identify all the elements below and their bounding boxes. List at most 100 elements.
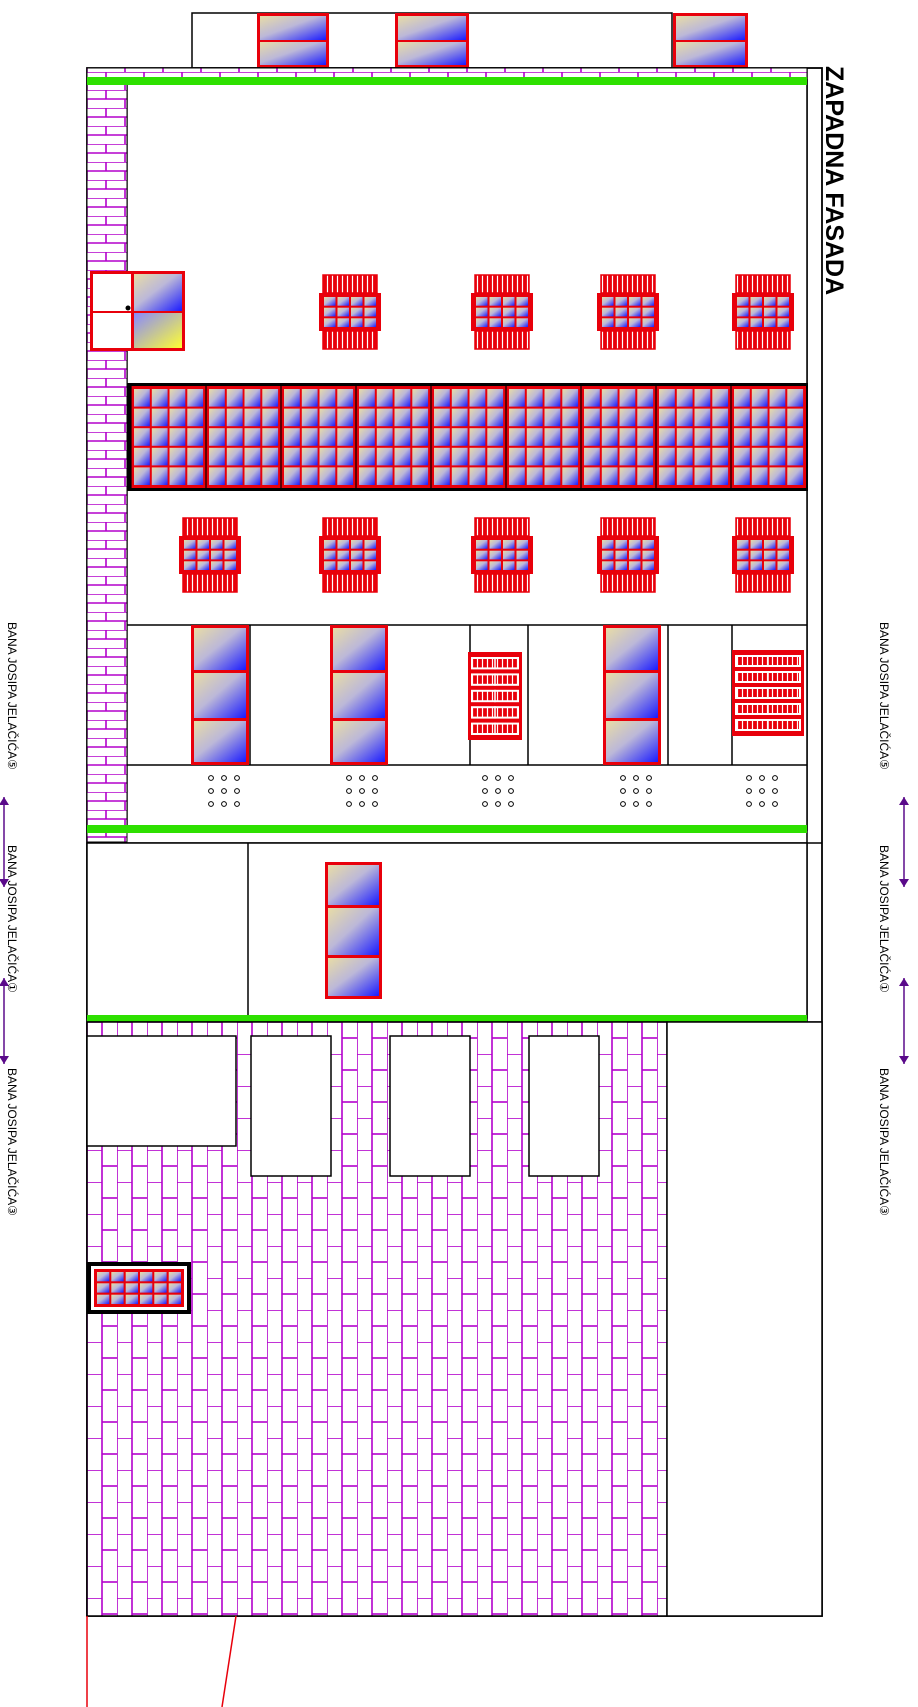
- green-ledge-lower: [87, 1015, 807, 1023]
- window-pane: [584, 428, 600, 446]
- tall-windows: [191, 625, 661, 765]
- window-pane: [712, 467, 729, 485]
- window-pane: [187, 408, 204, 427]
- window-pane: [562, 467, 579, 485]
- window-pane: [151, 389, 168, 407]
- window-pane: [244, 428, 261, 446]
- window-pane: [487, 467, 504, 485]
- entrance-door: [90, 271, 185, 351]
- window-pane: [619, 389, 636, 407]
- window-pane: [694, 467, 711, 485]
- window-pane: [509, 467, 525, 485]
- window-pane: [412, 447, 429, 466]
- window-pane: [262, 467, 279, 485]
- window-pane: [769, 467, 786, 485]
- window-pane: [712, 408, 729, 427]
- window-pane: [262, 389, 279, 407]
- window-pane: [544, 408, 561, 427]
- page-title: ZAPADNA FASADA: [820, 66, 848, 295]
- window-pane: [769, 389, 786, 407]
- window-pane: [734, 389, 750, 407]
- window-pane: [584, 447, 600, 466]
- window-pane: [301, 428, 318, 446]
- window-pane: [169, 428, 186, 446]
- window-pane: [659, 389, 675, 407]
- window-pane: [601, 389, 618, 407]
- window-pane: [584, 467, 600, 485]
- shuttered-window: [471, 274, 533, 350]
- window-pane: [544, 428, 561, 446]
- window-pane: [659, 428, 675, 446]
- window-pane: [319, 389, 336, 407]
- lower-openings: [86, 1035, 600, 1177]
- window-pane: [301, 389, 318, 407]
- window-band: [127, 383, 808, 491]
- window-pane: [301, 408, 318, 427]
- window-pane: [584, 408, 600, 427]
- window-pane: [337, 447, 354, 466]
- middle-tall-window: [325, 862, 382, 999]
- street-label-left-5: BANA JOSIPA JELAČIĆA⑤: [5, 622, 20, 770]
- window-pane: [187, 447, 204, 466]
- window-pane: [712, 447, 729, 466]
- window-pane: [694, 428, 711, 446]
- window-pane: [676, 389, 693, 407]
- window-pane: [359, 389, 375, 407]
- window-pane: [134, 428, 150, 446]
- window-pane: [187, 467, 204, 485]
- window-pane: [451, 447, 468, 466]
- window-pane: [751, 428, 768, 446]
- window-pane: [451, 389, 468, 407]
- window-pane: [601, 408, 618, 427]
- shuttered-window: [319, 274, 381, 350]
- window-pane: [319, 447, 336, 466]
- window-pane: [619, 408, 636, 427]
- window-pane: [209, 389, 225, 407]
- window-pane: [676, 428, 693, 446]
- window-pane: [637, 408, 654, 427]
- green-ledge-top: [87, 77, 807, 85]
- window-pane: [451, 467, 468, 485]
- lower-plain-wall: [666, 1021, 823, 1617]
- window-pane: [226, 389, 243, 407]
- window-pane: [394, 408, 411, 427]
- window-pane: [151, 447, 168, 466]
- window-pane: [451, 428, 468, 446]
- window-pane: [584, 389, 600, 407]
- window-pane: [434, 428, 450, 446]
- shuttered-window: [732, 517, 794, 593]
- window-pane: [526, 428, 543, 446]
- window-pane: [169, 389, 186, 407]
- window-pane: [694, 447, 711, 466]
- window-pane: [376, 389, 393, 407]
- vent-dots-icon: [208, 775, 778, 807]
- roof-window: [673, 13, 748, 68]
- window-pane: [301, 467, 318, 485]
- window-pane: [451, 408, 468, 427]
- window-pane: [244, 447, 261, 466]
- shuttered-window: [319, 517, 381, 593]
- window-pane: [619, 447, 636, 466]
- louvred-window: [468, 652, 522, 740]
- window-pane: [509, 408, 525, 427]
- middle-wall: [86, 842, 808, 1019]
- window-pane: [509, 428, 525, 446]
- window-pane: [469, 447, 486, 466]
- green-ledge-middle: [87, 825, 807, 833]
- window-pane: [284, 447, 300, 466]
- window-pane: [284, 428, 300, 446]
- window-pane: [562, 408, 579, 427]
- window-pane: [787, 428, 804, 446]
- window-pane: [359, 428, 375, 446]
- window-pane: [376, 428, 393, 446]
- window-pane: [637, 467, 654, 485]
- louvred-windows: [468, 650, 804, 740]
- window-pane: [787, 408, 804, 427]
- tall-window: [191, 625, 249, 765]
- window-pane: [694, 389, 711, 407]
- window-pane: [526, 467, 543, 485]
- property-lines: [86, 1615, 237, 1707]
- window-pane: [412, 428, 429, 446]
- window-pane: [337, 389, 354, 407]
